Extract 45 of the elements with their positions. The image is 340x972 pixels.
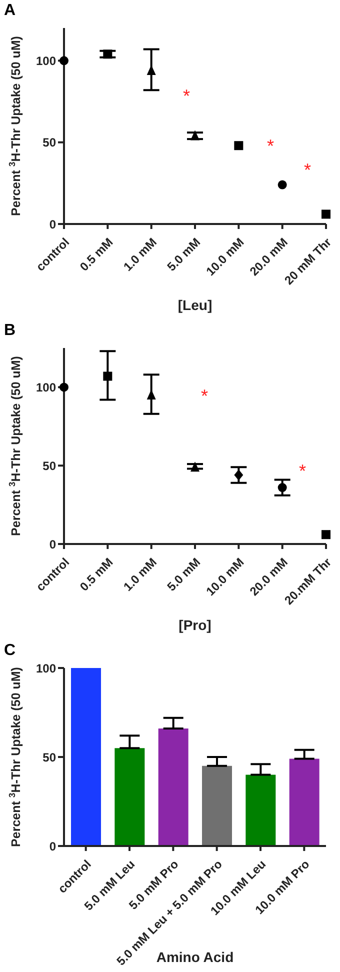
point	[60, 382, 68, 392]
chart-title: B	[4, 322, 16, 340]
point	[190, 462, 200, 472]
x-tick-label: 0.5 mM	[77, 235, 116, 274]
bar	[246, 774, 276, 846]
bar	[202, 766, 232, 846]
point	[278, 180, 287, 190]
point	[278, 483, 287, 492]
chart-title: A	[4, 2, 16, 20]
x-tick-label: 0.5 mM	[77, 555, 116, 594]
y-tick-label: 0	[49, 537, 56, 552]
point	[103, 50, 112, 59]
bar	[71, 668, 101, 846]
x-tick-label: 1.0 mM	[120, 555, 160, 594]
x-axis-title: [Leu]	[178, 297, 212, 313]
chart-title: C	[4, 642, 16, 660]
y-tick-label: 100	[36, 380, 56, 394]
point	[146, 390, 156, 400]
y-tick-label: 0	[49, 839, 56, 854]
bar	[158, 728, 188, 846]
bar	[289, 758, 320, 846]
x-tick-label: 5.0 mM	[164, 235, 204, 274]
bar	[114, 748, 145, 846]
x-tick-label: 5.0 mM	[164, 555, 204, 594]
point	[234, 141, 244, 150]
y-tick-label: 50	[42, 458, 56, 473]
y-tick-label: 50	[42, 750, 56, 764]
y-tick-label: 50	[42, 136, 56, 150]
x-axis-title: [Pro]	[178, 617, 212, 633]
point	[322, 530, 330, 540]
annotation: *	[304, 160, 312, 180]
annotation: *	[299, 461, 306, 481]
point	[60, 56, 68, 66]
x-axis-title: Amino Acid	[156, 949, 234, 965]
point	[322, 210, 330, 219]
annotation: *	[267, 136, 274, 156]
y-tick-label: 0	[49, 217, 56, 232]
annotation: *	[183, 86, 190, 106]
point	[103, 372, 112, 381]
y-tick-label: 100	[36, 54, 56, 68]
annotation: *	[201, 386, 208, 406]
point	[190, 130, 200, 140]
y-tick-label: 100	[36, 661, 56, 676]
point	[234, 470, 244, 481]
x-tick-label: 1.0 mM	[120, 235, 160, 274]
